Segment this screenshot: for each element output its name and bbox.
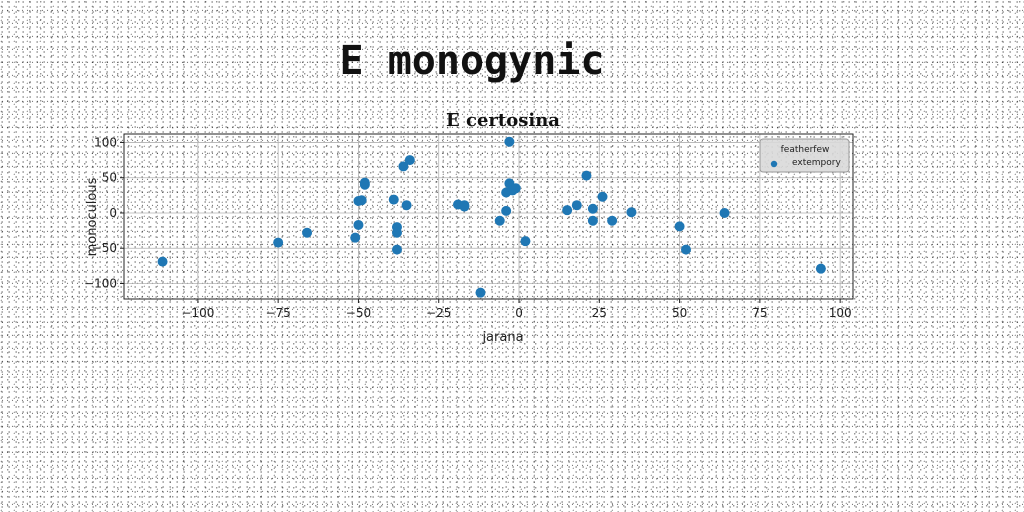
data-point: [562, 205, 573, 216]
legend-entry-extempory: extempory: [792, 158, 841, 168]
data-point: [401, 200, 412, 211]
y-tick-label: 100: [94, 135, 117, 149]
data-point: [815, 263, 826, 274]
data-point: [626, 207, 637, 218]
legend-title: featherfew: [781, 145, 830, 155]
data-point: [359, 177, 370, 188]
x-tick-label: 100: [829, 306, 852, 320]
data-point: [459, 200, 470, 211]
data-point: [353, 219, 364, 230]
data-point: [520, 236, 531, 247]
data-point: [510, 183, 521, 194]
x-tick-label: 50: [672, 306, 687, 320]
data-points: [157, 136, 826, 298]
y-axis-label: monoculous: [85, 177, 100, 256]
x-tick-label: 0: [515, 306, 523, 320]
legend-box: [759, 138, 850, 173]
data-point: [475, 287, 486, 298]
legend: featherfew extempory: [759, 138, 850, 173]
x-tick-label: −100: [181, 306, 214, 320]
y-tick-label: −100: [84, 276, 117, 290]
data-point: [719, 207, 730, 218]
data-point: [504, 136, 515, 147]
y-tick-label: −50: [92, 241, 117, 255]
data-point: [157, 256, 168, 267]
x-tick-label: −50: [346, 306, 371, 320]
page-title: E monogynic: [339, 38, 605, 84]
plot-frame: [123, 133, 854, 300]
data-point: [388, 194, 399, 205]
data-point: [607, 215, 618, 226]
data-point: [597, 191, 608, 202]
data-point: [391, 244, 402, 255]
data-point: [587, 215, 598, 226]
x-tick-label: −75: [265, 306, 290, 320]
data-point: [494, 215, 505, 226]
data-point: [681, 244, 692, 255]
y-tick-label: 50: [102, 171, 117, 185]
data-point: [398, 161, 409, 172]
x-axis-label: jarana: [481, 330, 523, 345]
data-point: [391, 227, 402, 238]
data-point: [501, 205, 512, 216]
legend-marker-icon: [770, 160, 778, 168]
data-point: [350, 232, 361, 243]
data-point: [302, 227, 313, 238]
y-tick-label: 0: [109, 206, 117, 220]
data-point: [587, 203, 598, 214]
grid: [124, 134, 853, 299]
x-tick-label: −25: [426, 306, 451, 320]
data-point: [273, 237, 284, 248]
data-point: [674, 221, 685, 232]
data-point: [571, 200, 582, 211]
data-point: [404, 155, 415, 166]
chart-title: E certosina: [446, 110, 560, 131]
data-point: [356, 195, 367, 206]
data-point: [581, 170, 592, 181]
ticks: −100 −75 −50 −25 0 25 50 75 100 −100 −50 0 50 100: [84, 135, 852, 320]
x-tick-label: 25: [592, 306, 607, 320]
x-tick-label: 75: [752, 306, 767, 320]
